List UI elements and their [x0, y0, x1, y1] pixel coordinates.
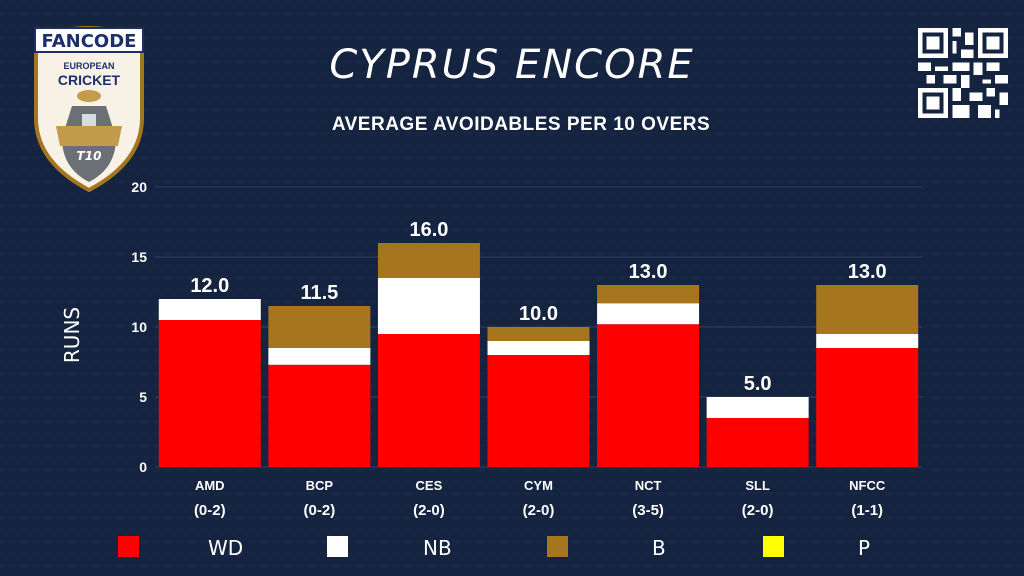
- bar-segment-wd: [706, 418, 809, 467]
- bar-segment-b: [816, 285, 919, 334]
- legend-swatch-p: [763, 536, 784, 557]
- bar-segment-wd: [158, 320, 261, 467]
- x-tick-label: CYM: [524, 478, 553, 493]
- legend-swatch-wd: [118, 536, 139, 557]
- bar-total-label: 16.0: [409, 219, 448, 241]
- legend-label-p: P: [858, 536, 871, 560]
- legend-label-b: B: [652, 536, 666, 560]
- fancode-european-cricket-t10-logo: FANCODE EUROPEAN CRICKET T10: [34, 26, 144, 192]
- x-tick-label: SLL: [745, 478, 770, 493]
- logo-line1: EUROPEAN: [63, 61, 114, 71]
- bar-total-label: 11.5: [300, 282, 338, 304]
- bar-segment-b: [377, 243, 480, 278]
- x-tick-label: BCP: [306, 478, 334, 493]
- team-record-label: (1-1): [851, 502, 883, 519]
- logo-brand: FANCODE: [42, 31, 137, 52]
- legend-swatch-nb: [327, 536, 348, 557]
- y-tick-label: 10: [131, 319, 147, 335]
- bar-segment-b: [487, 327, 590, 341]
- chart-title: CYPRUS ENCORE: [329, 42, 695, 88]
- chart-subtitle: AVERAGE AVOIDABLES PER 10 OVERS: [331, 114, 711, 135]
- chart-legend: WD NB B P: [0, 534, 1024, 564]
- bar-total-label: 12.0: [190, 275, 229, 297]
- y-tick-label: 20: [131, 179, 147, 195]
- team-record-label: (2-0): [523, 502, 555, 519]
- bar-total-label: 13.0: [848, 261, 887, 283]
- bar-segment-nb: [597, 303, 700, 325]
- bar-segment-wd: [268, 364, 371, 467]
- x-tick-label: CES: [416, 478, 443, 493]
- x-tick-label: AMD: [195, 478, 225, 493]
- bar-total-label: 13.0: [629, 261, 668, 283]
- bar-segment-wd: [377, 334, 480, 467]
- bar-segment-nb: [377, 278, 480, 334]
- y-tick-label: 5: [139, 389, 147, 405]
- team-record-label: (3-5): [632, 502, 664, 519]
- bar-segment-nb: [706, 397, 809, 418]
- y-tick-label: 15: [131, 249, 147, 265]
- qr-code-image: [918, 28, 1008, 118]
- bar-segment-nb: [158, 299, 261, 320]
- y-tick-label: 0: [139, 459, 147, 475]
- y-axis-label: RUNS: [60, 307, 84, 363]
- bar-segment-nb: [268, 348, 371, 365]
- legend-label-wd: WD: [208, 536, 244, 560]
- legend-swatch-b: [547, 536, 568, 557]
- bar-segment-wd: [816, 348, 919, 467]
- team-record-label: (0-2): [194, 502, 226, 519]
- bar-segment-b: [268, 306, 371, 348]
- bar-segment-nb: [816, 334, 919, 348]
- bar-segment-wd: [487, 355, 590, 467]
- bar-total-label: 5.0: [744, 373, 772, 395]
- team-record-label: (2-0): [742, 502, 774, 519]
- team-record-label: (2-0): [413, 502, 445, 519]
- bar-segment-wd: [597, 324, 700, 467]
- x-tick-label: NFCC: [849, 478, 886, 493]
- bar-segment-b: [597, 285, 700, 304]
- x-tick-label: NCT: [635, 478, 662, 493]
- legend-label-nb: NB: [423, 536, 452, 560]
- logo-badge: T10: [77, 149, 102, 163]
- team-record-label: (0-2): [304, 502, 336, 519]
- bar-segment-nb: [487, 341, 590, 355]
- bar-total-label: 10.0: [519, 303, 558, 325]
- logo-line2: CRICKET: [58, 72, 121, 88]
